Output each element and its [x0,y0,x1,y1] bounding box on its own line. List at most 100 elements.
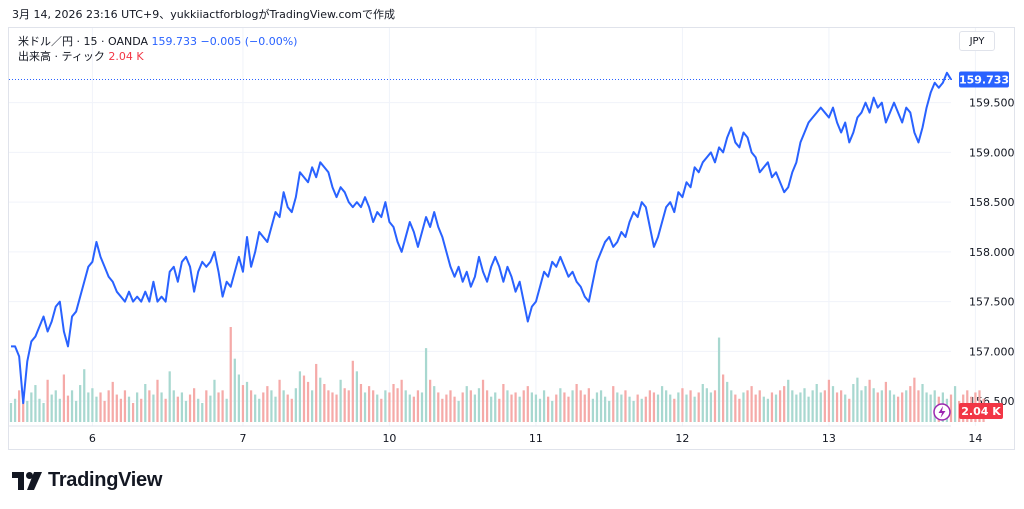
volume-bar [722,374,725,422]
volume-bar [726,381,729,422]
volume-bar [311,390,314,422]
last-price-tag [959,71,1009,88]
x-tick-label: 6 [89,432,96,445]
volume-bar [278,379,281,422]
volume-bar [469,390,472,422]
volume-bar [567,396,570,422]
volume-bar [237,374,240,422]
volume-bar [835,392,839,422]
volume-bar [673,398,676,422]
volume-bar [176,396,179,422]
volume-bar [302,375,306,422]
volume-bar [884,381,888,422]
volume-bar [400,379,403,422]
volume-bar [9,403,13,422]
x-tick-label: 12 [675,432,689,445]
volume-bar [266,386,269,422]
volume-bar [254,394,257,422]
volume-bar [274,396,277,422]
legend-volume-label[interactable]: 出来高 · ティック [18,50,105,63]
volume-bar [164,398,167,422]
volume-bar [30,392,33,422]
volume-bar [392,384,395,422]
tradingview-logo-icon [12,471,42,490]
volume-bar [107,390,110,422]
volume-bar [579,390,582,422]
volume-bar [461,392,464,422]
volume-bar [437,392,440,422]
volume-bar [213,379,216,422]
volume-bar [396,388,399,422]
volume-bar [70,390,74,422]
volume-bar [608,400,611,422]
volume-bar [860,390,863,422]
volume-bar [168,371,171,422]
volume-bar [811,390,814,422]
volume-bar [372,390,375,422]
lightning-icon[interactable] [933,403,951,421]
volume-bar [880,390,883,422]
currency-button[interactable]: JPY [959,31,995,51]
volume-bar [79,385,82,422]
volume-bar [575,384,578,422]
volume-bar [152,394,155,422]
volume-bar [795,394,798,422]
volume-bar [848,398,851,422]
volume-bar [921,384,924,422]
volume-bar [424,348,428,422]
volume-bar [872,388,875,422]
x-tick-label: 7 [239,432,246,445]
price-chart[interactable]: 156.500157.000157.500158.000158.500159.0… [9,28,1016,451]
volume-bar [844,394,847,422]
volume-bar [636,394,639,422]
volume-bar [156,379,159,422]
volume-bar [38,398,41,422]
volume-bar [351,360,354,422]
volume-bar [249,390,253,422]
volume-bar [591,398,595,422]
volume-bar [892,394,896,422]
volume-bar [420,392,424,422]
volume-bar [603,396,607,422]
volume-bar [595,392,599,422]
volume-bar [770,392,774,422]
volume-bar [783,386,786,422]
volume-bar [229,327,232,422]
chart-frame[interactable]: 156.500 157.000 157.500 158.000 158.500 159.0… [8,27,1015,450]
volume-bar [547,396,550,422]
volume-bar [689,390,692,422]
volume-bar [526,386,529,422]
x-tick-label: 14 [968,432,982,445]
volume-bar [286,394,289,422]
volume-bar [762,396,765,422]
volume-bar [473,394,477,422]
volume-bar [559,388,562,422]
volume-bar [99,392,102,422]
volume-bar [681,388,684,422]
volume-bar [363,392,367,422]
volume-bar [791,390,794,422]
volume-bar [453,396,456,422]
volume-bar [949,394,953,422]
volume-bar [819,392,822,422]
volume-bar [628,396,631,422]
volume-bar [347,390,350,422]
volume-bar [498,398,501,422]
volume-bar [205,390,208,422]
volume-bar [201,403,204,422]
volume-bar [713,390,717,422]
volume-bar [868,379,871,422]
volume-bar [652,392,656,422]
legend-symbol[interactable]: 米ドル／円 · 15 · OANDA [18,35,148,48]
volume-bar [750,386,753,422]
x-tick-label: 11 [529,432,543,445]
volume-bar [925,392,928,422]
volume-bar [917,390,920,422]
y-tick-label: 157.500 [969,296,1015,309]
volume-bar [656,394,660,422]
volume-bar [192,388,196,422]
tradingview-logo[interactable]: TradingView [12,469,162,492]
volume-bar [477,388,481,422]
volume-bar [54,390,57,422]
volume-bar [538,398,542,422]
